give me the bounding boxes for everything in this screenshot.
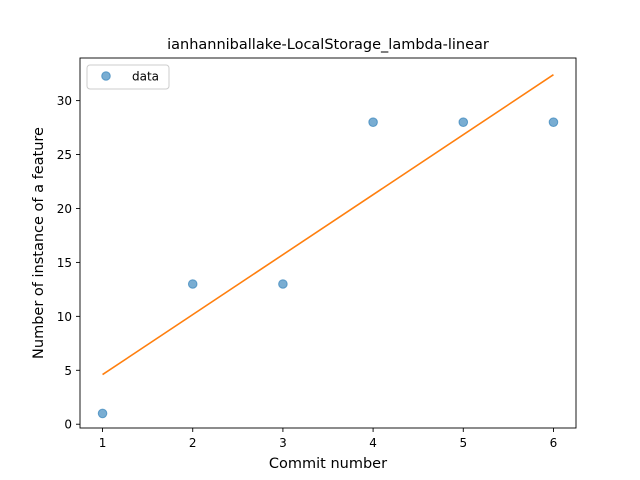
data-point xyxy=(458,117,469,127)
x-tick-label: 3 xyxy=(279,436,287,450)
data-point xyxy=(548,117,559,127)
y-tick-label: 5 xyxy=(64,364,72,378)
data-point xyxy=(187,279,198,289)
x-axis-label: Commit number xyxy=(269,456,387,472)
chart-title: ianhanniballake-LocalStorage_lambda-line… xyxy=(167,37,489,53)
y-tick-label: 20 xyxy=(57,202,72,216)
x-tick-label: 2 xyxy=(189,436,197,450)
y-tick-label: 30 xyxy=(57,94,72,108)
axes-frame xyxy=(79,57,577,429)
data-point xyxy=(278,279,288,289)
y-tick-label: 15 xyxy=(57,256,72,270)
y-axis-label: Number of instance of a feature xyxy=(31,127,47,359)
y-tick-label: 25 xyxy=(57,148,72,162)
x-tick-label: 4 xyxy=(369,436,377,450)
legend: data xyxy=(86,64,170,90)
legend-label-data: data xyxy=(132,70,159,84)
y-tick-label: 0 xyxy=(64,418,72,432)
y-tick-label: 10 xyxy=(57,310,72,324)
legend-box xyxy=(86,64,170,90)
data-point xyxy=(97,408,108,419)
x-tick-label: 5 xyxy=(459,436,467,450)
plot-area xyxy=(97,74,559,419)
x-tick-label: 6 xyxy=(550,436,558,450)
x-tick-label: 1 xyxy=(99,436,107,450)
data-point xyxy=(368,117,378,127)
fit-line xyxy=(102,74,554,376)
legend-marker-data xyxy=(101,71,111,81)
